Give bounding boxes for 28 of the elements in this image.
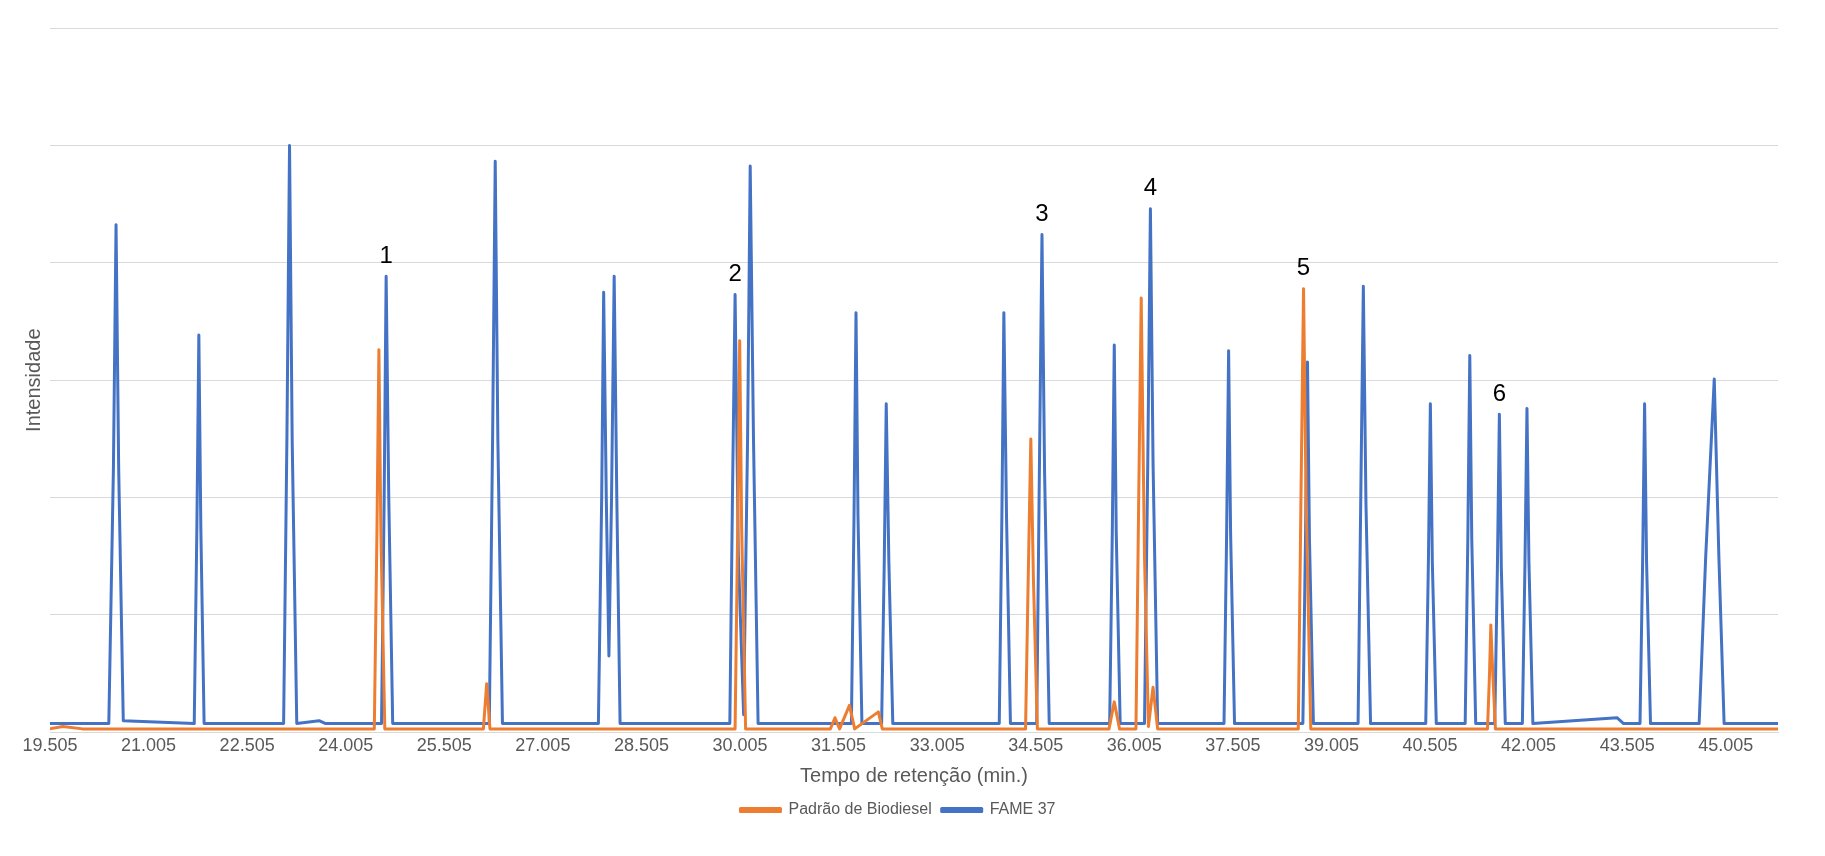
x-tick-label: 31.505 [811,735,867,756]
x-tick-label: 45.005 [1698,735,1754,756]
x-tick-label: 39.005 [1303,735,1359,756]
x-tick-label: 43.505 [1599,735,1655,756]
x-tick-label: 27.005 [515,735,571,756]
x-tick-label: 30.005 [712,735,768,756]
x-tick-label: 40.505 [1402,735,1458,756]
x-tick-label: 42.005 [1501,735,1557,756]
x-tick-label: 25.505 [416,735,472,756]
annotation: 3 [1035,199,1049,227]
annotation: 5 [1296,253,1311,281]
x-tick-label: 21.005 [121,735,177,756]
x-tick-label: 34.505 [1008,735,1064,756]
legend-label: Padrão de Biodiesel [788,800,932,818]
y-axis-title: Intensidade [21,328,44,432]
annotation: 1 [379,240,393,268]
annotation: 2 [728,259,742,287]
annotation: 4 [1143,173,1158,201]
x-tick-label: 28.505 [613,735,669,756]
x-tick-label: 37.505 [1205,735,1261,756]
x-tick-label: 24.005 [318,735,374,756]
legend-label: FAME 37 [989,800,1056,818]
x-tick-label: 22.505 [219,735,275,756]
x-tick-label: 36.005 [1106,735,1162,756]
x-axis-title: Tempo de retenção (min.) [800,763,1028,786]
x-tick-label: 19.505 [22,735,78,756]
annotation: 6 [1492,378,1507,406]
x-tick-label: 33.005 [909,735,965,756]
